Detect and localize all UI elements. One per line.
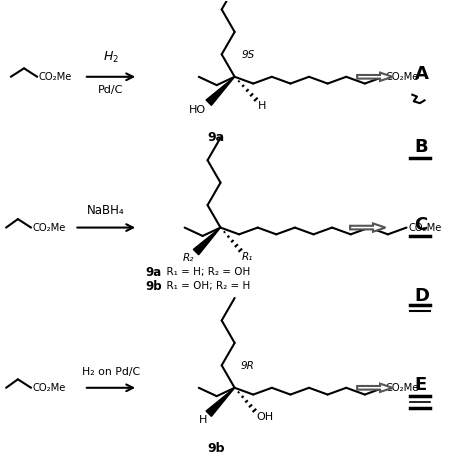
- Text: CO₂Me: CO₂Me: [38, 72, 72, 82]
- Text: R₁ = H; R₂ = OH: R₁ = H; R₂ = OH: [160, 267, 250, 277]
- Text: R₁: R₁: [242, 252, 254, 262]
- Text: 9b: 9b: [145, 280, 162, 293]
- Text: 9a: 9a: [145, 266, 161, 279]
- Text: CO₂Me: CO₂Me: [32, 223, 65, 233]
- Text: OH: OH: [256, 412, 273, 422]
- Text: $\mathbf{D}$: $\mathbf{D}$: [414, 287, 430, 305]
- Text: H: H: [199, 415, 207, 425]
- Polygon shape: [206, 388, 235, 416]
- Text: 9a: 9a: [207, 131, 224, 144]
- Text: R₁ = OH; R₂ = H: R₁ = OH; R₂ = H: [160, 282, 250, 292]
- Polygon shape: [357, 383, 392, 392]
- Polygon shape: [193, 228, 220, 255]
- Text: R₂: R₂: [183, 254, 195, 264]
- Text: CO₂Me: CO₂Me: [409, 223, 442, 233]
- Text: $H_2$: $H_2$: [103, 50, 118, 65]
- Text: $\mathbf{A}$: $\mathbf{A}$: [414, 65, 429, 83]
- Polygon shape: [350, 223, 385, 232]
- Text: $\mathbf{C}$: $\mathbf{C}$: [414, 216, 428, 234]
- Text: 9S: 9S: [242, 50, 255, 60]
- Polygon shape: [206, 77, 235, 105]
- Text: CO₂Me: CO₂Me: [386, 383, 419, 393]
- Polygon shape: [357, 73, 392, 81]
- Text: 9R: 9R: [240, 361, 254, 371]
- Text: $\mathbf{E}$: $\mathbf{E}$: [414, 376, 427, 394]
- Text: H: H: [258, 101, 266, 111]
- Text: HO: HO: [189, 105, 206, 115]
- Text: Pd/C: Pd/C: [98, 85, 123, 95]
- Text: CO₂Me: CO₂Me: [32, 383, 65, 393]
- Text: 9b: 9b: [207, 442, 225, 455]
- Text: $\mathbf{B}$: $\mathbf{B}$: [414, 138, 428, 156]
- Text: NaBH₄: NaBH₄: [87, 204, 125, 217]
- Text: CO₂Me: CO₂Me: [386, 72, 419, 82]
- Text: H₂ on Pd/C: H₂ on Pd/C: [82, 367, 140, 377]
